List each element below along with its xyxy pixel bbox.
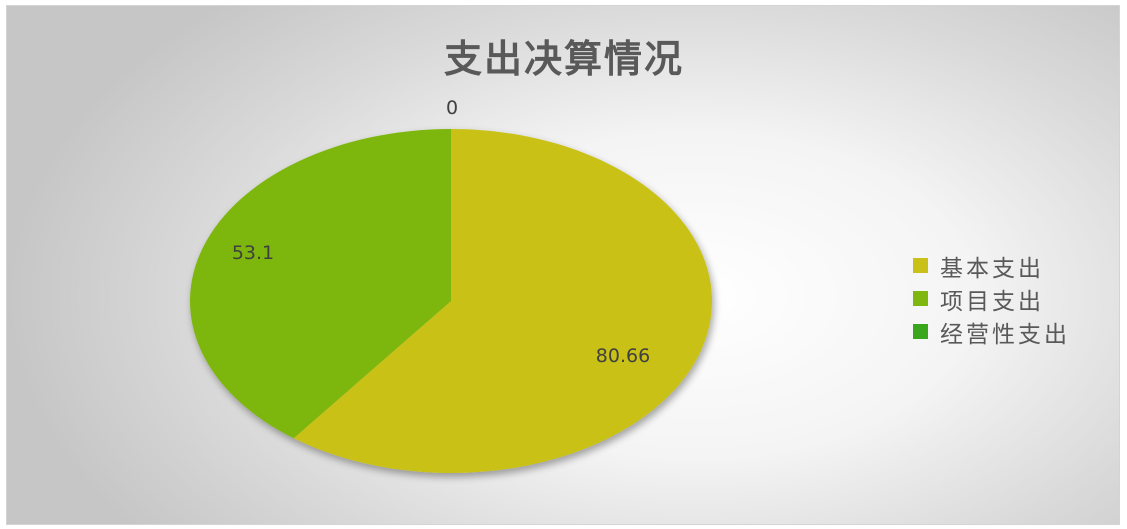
legend-swatch xyxy=(913,258,928,273)
legend-label: 基本支出 xyxy=(940,255,1044,282)
legend-label: 项目支出 xyxy=(940,288,1044,315)
pie-slices xyxy=(190,129,712,473)
pie-data-labels: 80.66 53.1 0 xyxy=(232,97,650,367)
legend: 基本支出项目支出经营性支出 xyxy=(913,249,1070,348)
pie-slice-project-expenditure xyxy=(190,129,451,439)
pie-slice-basic-expenditure xyxy=(293,129,712,473)
legend-item-operating-expenditure: 经营性支出 xyxy=(913,315,1070,348)
data-label-basic-expenditure: 80.66 xyxy=(596,345,650,367)
data-label-project-expenditure: 53.1 xyxy=(232,242,274,264)
legend-item-project-expenditure: 项目支出 xyxy=(913,282,1070,315)
legend-item-basic-expenditure: 基本支出 xyxy=(913,249,1070,282)
chart-title: 支出决算情况 xyxy=(443,37,684,81)
pie-chart: 80.66 53.1 0 xyxy=(190,97,712,473)
legend-label: 经营性支出 xyxy=(940,321,1070,348)
legend-swatch xyxy=(913,291,928,306)
legend-swatch xyxy=(913,324,928,339)
chart-area: 支出决算情况 80.66 53.1 0 基本支出项目支出经营性支出 xyxy=(6,5,1120,525)
data-label-operating-expenditure: 0 xyxy=(446,97,458,119)
